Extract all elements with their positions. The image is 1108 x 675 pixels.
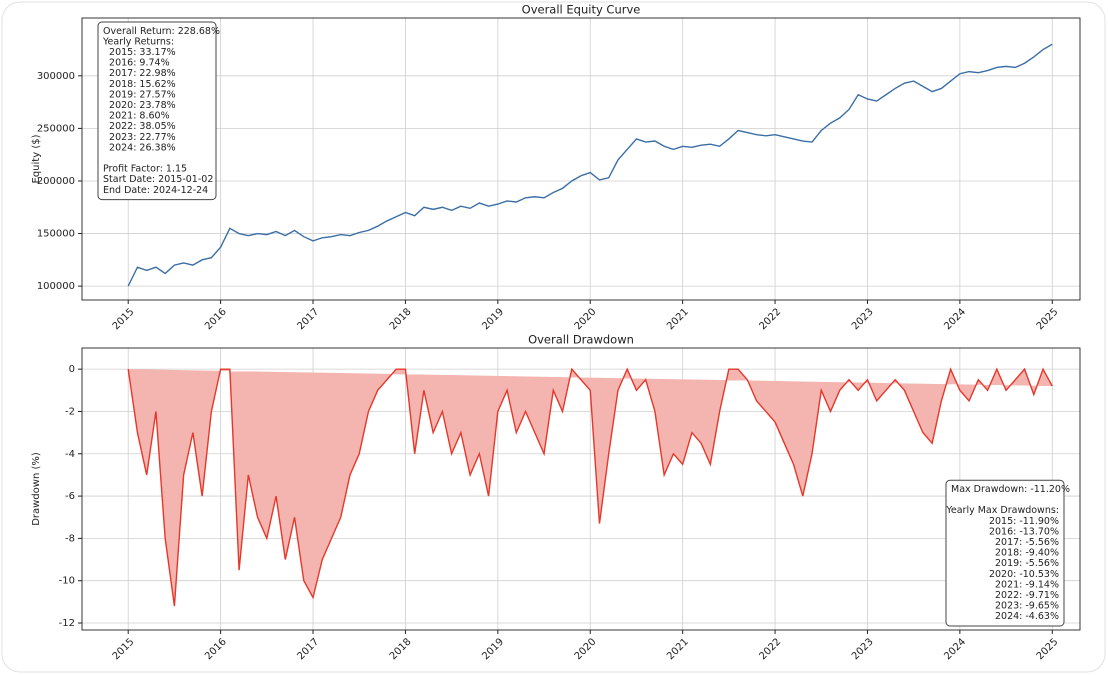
annotation-text: 2016: -13.70% xyxy=(989,526,1059,537)
annotation-text: 2021: 8.60% xyxy=(103,111,170,122)
annotation-box xyxy=(945,479,1065,627)
y-tick-label: -6 xyxy=(65,491,75,502)
annotation-text: End Date: 2024-12-24 xyxy=(103,185,208,196)
annotation-text: 2022: -9.71% xyxy=(995,590,1059,601)
annotation-text: 2019: -5.56% xyxy=(995,558,1059,569)
annotation-text: Yearly Returns: xyxy=(102,36,174,47)
annotation-text: 2020: 23.78% xyxy=(103,100,176,111)
y-tick-label: -8 xyxy=(65,533,75,544)
annotation-text: Overall Return: 228.68% xyxy=(103,26,220,37)
equity-line xyxy=(127,43,1053,287)
y-tick-label: -10 xyxy=(59,576,75,587)
y-tick-label: 150000 xyxy=(37,229,75,240)
annotation-text: 2017: 22.98% xyxy=(103,68,176,79)
annotation-text: Start Date: 2015-01-02 xyxy=(103,174,213,185)
annotation-text: 2024: -4.63% xyxy=(995,611,1059,622)
annotation-text: 2020: -10.53% xyxy=(989,569,1059,580)
y-tick-label: 250000 xyxy=(37,123,75,134)
y-tick-label: -12 xyxy=(59,618,75,629)
annotation-text: Max Drawdown: -11.20% xyxy=(951,484,1070,495)
annotation-text: 2024: 26.38% xyxy=(103,142,176,153)
drawdown-area xyxy=(127,367,1053,607)
annotation-text: 2018: -9.40% xyxy=(995,548,1059,559)
y-tick-label: 0 xyxy=(69,364,75,375)
y-tick-label: -4 xyxy=(65,449,75,460)
annotation-text: 2022: 38.05% xyxy=(103,121,176,132)
chart-title: Overall Drawdown xyxy=(528,333,634,347)
y-tick-label: 200000 xyxy=(37,176,75,187)
chart-title: Overall Equity Curve xyxy=(522,3,641,17)
plot-frame xyxy=(81,17,1081,301)
annotation-text: 2018: 15.62% xyxy=(103,79,176,90)
plot-frame xyxy=(81,347,1081,631)
y-axis-label: Equity ($) xyxy=(31,134,42,183)
y-axis-label: Drawdown (%) xyxy=(31,452,42,526)
annotation-text: 2023: -9.65% xyxy=(995,601,1059,612)
annotation-text: 2016: 9.74% xyxy=(103,58,170,69)
annotation-box xyxy=(97,21,217,201)
y-tick-label: 300000 xyxy=(37,71,75,82)
annotation-text: Yearly Max Drawdowns: xyxy=(945,505,1059,516)
annotation-text: 2021: -9.14% xyxy=(995,579,1059,590)
annotation-text: 2023: 22.77% xyxy=(103,132,176,143)
y-tick-label: -2 xyxy=(65,406,75,417)
annotation-text: 2015: 33.17% xyxy=(103,47,176,58)
annotation-text: Profit Factor: 1.15 xyxy=(103,164,187,175)
y-tick-label: 100000 xyxy=(37,281,75,292)
annotation-text: 2015: -11.90% xyxy=(989,516,1059,527)
annotation-text: 2017: -5.56% xyxy=(995,537,1059,548)
annotation-text: 2019: 27.57% xyxy=(103,89,176,100)
